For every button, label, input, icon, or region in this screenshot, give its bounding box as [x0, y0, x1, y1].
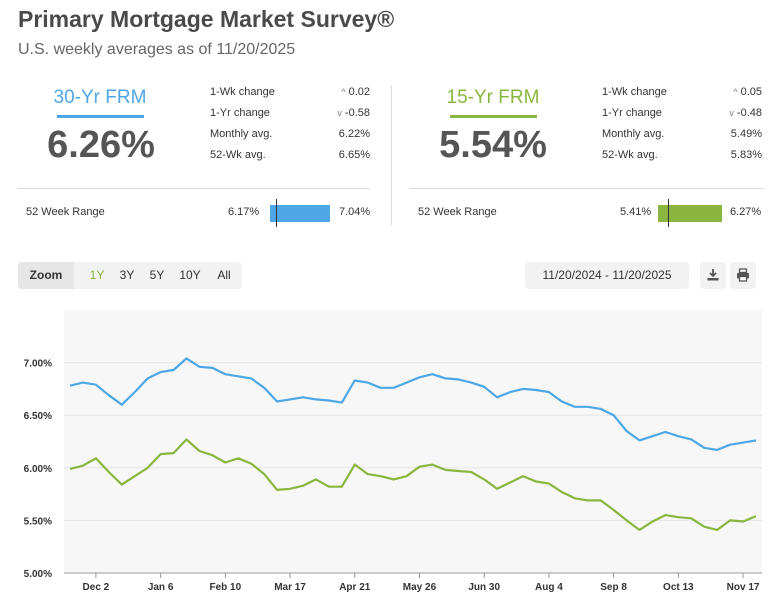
zoom-10y-button[interactable]: 10Y — [179, 268, 201, 282]
zoom-label: Zoom — [18, 262, 74, 289]
monthly-value: 6.22% — [338, 128, 370, 140]
zoom-3y-button[interactable]: 3Y — [119, 268, 135, 282]
stat-label: 1-Wk change — [602, 86, 667, 98]
page-subtitle: U.S. weekly averages as of 11/20/2025 — [18, 41, 296, 58]
rate-chart: 5.00% 5.50% 6.00% 6.50% 7.00% Dec 2 Jan 6 Feb 1… — [24, 310, 762, 593]
stat-value: v -0.58 — [337, 107, 370, 119]
x-tick-label: Nov 17 — [727, 582, 760, 593]
chevron-down-icon: v — [337, 108, 342, 118]
stat-label: 52-Wk avg. — [602, 149, 658, 161]
yr-change-value: -0.58 — [344, 107, 370, 119]
card-30yr: 30-Yr FRM 6.26% 1-Wk change ^ 0.02 1-Yr c… — [18, 78, 370, 228]
stat-label: Monthly avg. — [602, 128, 665, 140]
monthly-value: 5.49% — [730, 128, 762, 140]
wk-change-value: 0.02 — [348, 86, 370, 98]
x-tick-label: Sep 8 — [600, 582, 627, 593]
zoom-all-button[interactable]: All — [217, 268, 231, 282]
range-label: 52 Week Range — [418, 206, 497, 218]
x-tick-label: Apr 21 — [339, 582, 371, 593]
stat-row-monthly: Monthly avg. 5.49% — [602, 128, 762, 149]
plot-background — [64, 310, 762, 573]
stat-row-wk: 1-Wk change ^ 0.05 — [602, 86, 762, 107]
range-marker — [276, 199, 277, 227]
chevron-up-icon: ^ — [341, 87, 346, 97]
x-tick-label: Dec 2 — [83, 582, 110, 593]
yr-change-value: -0.48 — [736, 107, 762, 119]
rate-value: 6.26% — [47, 124, 155, 166]
stat-value: v -0.48 — [729, 107, 762, 119]
y-tick-label: 5.50% — [24, 516, 52, 527]
divider — [410, 188, 764, 189]
stat-label: 1-Yr change — [210, 107, 270, 119]
range-high: 7.04% — [339, 206, 371, 218]
print-button[interactable] — [730, 262, 756, 289]
zoom-group: Zoom 1Y 3Y 5Y 10Y All — [18, 262, 242, 289]
wk52-value: 5.83% — [730, 149, 762, 161]
range-bar — [658, 205, 722, 222]
download-icon — [707, 269, 719, 281]
rate-value: 5.54% — [439, 124, 547, 166]
x-tick-label: Jun 30 — [468, 582, 500, 593]
page-title: Primary Mortgage Market Survey® — [18, 6, 395, 32]
x-tick-label: Aug 4 — [535, 582, 563, 593]
y-tick-label: 5.00% — [24, 569, 52, 580]
x-tick-label: Feb 10 — [209, 582, 241, 593]
x-tick-label: Oct 13 — [663, 582, 694, 593]
range-marker — [668, 199, 669, 227]
chevron-down-icon: v — [729, 108, 734, 118]
stats-list: 1-Wk change ^ 0.02 1-Yr change v -0.58 Mon… — [210, 86, 370, 170]
stat-value: ^ 0.05 — [733, 86, 762, 98]
zoom-5y-button[interactable]: 5Y — [149, 268, 165, 282]
print-icon — [737, 268, 749, 282]
divider — [18, 188, 370, 189]
wk-change-value: 0.05 — [740, 86, 762, 98]
stat-label: 1-Yr change — [602, 107, 662, 119]
wk52-value: 6.65% — [338, 149, 370, 161]
range-low: 6.17% — [228, 206, 260, 218]
stat-row-yr: 1-Yr change v -0.48 — [602, 107, 762, 128]
y-tick-label: 6.50% — [24, 411, 52, 422]
range-low: 5.41% — [620, 206, 652, 218]
y-tick-label: 6.00% — [24, 464, 52, 475]
range-high: 6.27% — [730, 206, 762, 218]
stat-row-52wk: 52-Wk avg. 6.65% — [210, 149, 370, 170]
chevron-up-icon: ^ — [733, 87, 738, 97]
stat-label: 52-Wk avg. — [210, 149, 266, 161]
x-tick-label: Mar 17 — [274, 582, 306, 593]
card-divider — [391, 85, 392, 225]
zoom-1y-button[interactable]: 1Y — [89, 268, 105, 282]
card-15yr: 15-Yr FRM 5.54% 1-Wk change ^ 0.05 1-Yr c… — [410, 78, 764, 228]
stat-row-52wk: 52-Wk avg. 5.83% — [602, 149, 762, 170]
series-line — [69, 438, 757, 531]
stat-value: ^ 0.02 — [341, 86, 370, 98]
stats-list: 1-Wk change ^ 0.05 1-Yr change v -0.48 Mon… — [602, 86, 762, 170]
range-label: 52 Week Range — [26, 206, 105, 218]
rate-name: 15-Yr FRM — [446, 87, 540, 108]
rate-underline — [450, 115, 537, 118]
rate-name: 30-Yr FRM — [53, 87, 147, 108]
range-bar — [270, 205, 330, 222]
stat-row-monthly: Monthly avg. 6.22% — [210, 128, 370, 149]
series-line — [69, 357, 757, 451]
stat-row-wk: 1-Wk change ^ 0.02 — [210, 86, 370, 107]
date-range-input[interactable]: 11/20/2024 - 11/20/2025 — [525, 262, 689, 289]
x-tick-label: Jan 6 — [148, 582, 174, 593]
y-tick-label: 7.00% — [24, 359, 52, 370]
x-tick-label: May 26 — [403, 582, 437, 593]
stat-row-yr: 1-Yr change v -0.58 — [210, 107, 370, 128]
download-button[interactable] — [700, 262, 726, 289]
rate-underline — [57, 115, 144, 118]
stat-label: Monthly avg. — [210, 128, 273, 140]
stat-label: 1-Wk change — [210, 86, 275, 98]
